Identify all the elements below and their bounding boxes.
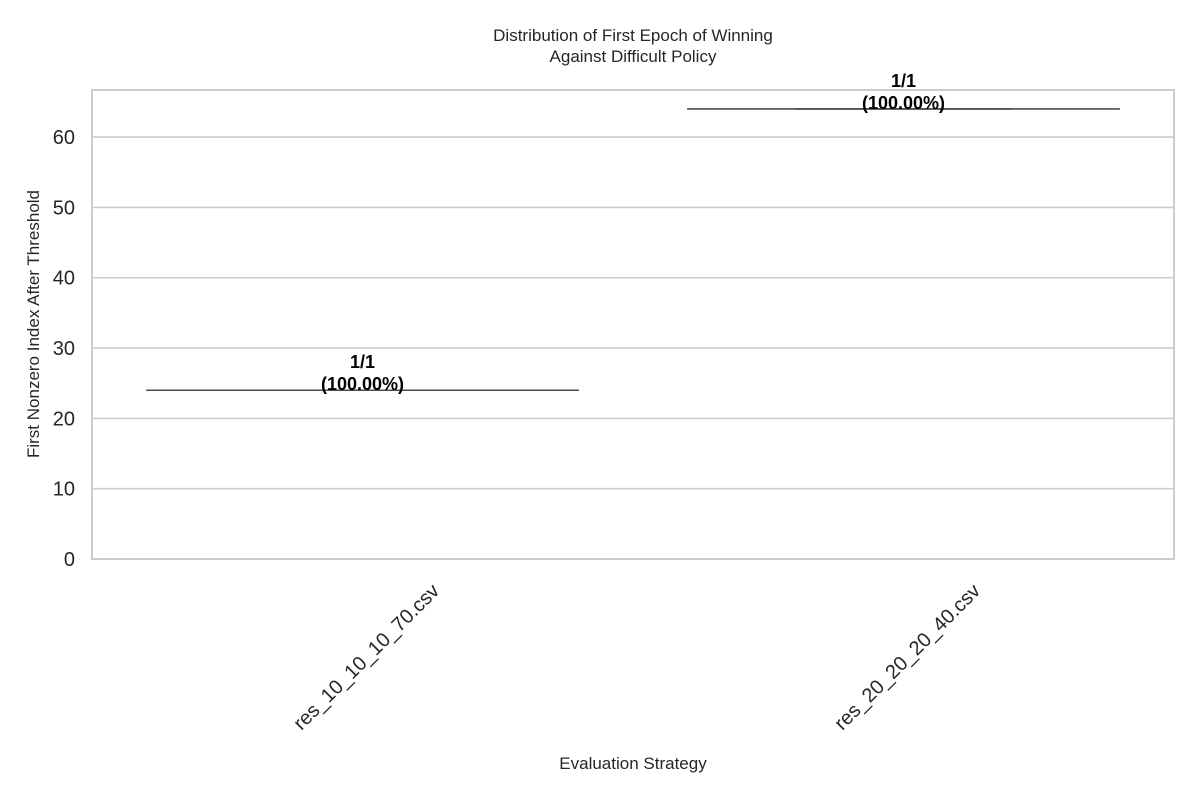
chart-title-line-2: Against Difficult Policy (550, 47, 717, 66)
y-tick-labels: 0 10 20 30 40 50 60 (53, 127, 75, 571)
box-annotation-1-line-0: 1/1 (891, 71, 916, 91)
y-tick-label: 20 (53, 408, 75, 430)
chart-title-line-1: Distribution of First Epoch of Winning (493, 26, 773, 45)
x-axis-label: Evaluation Strategy (559, 754, 707, 773)
annotations: 1/1(100.00%)1/1(100.00%) (321, 71, 945, 394)
x-tick-labels: res_10_10_10_70.csv res_20_20_20_40.csv (289, 580, 985, 735)
y-tick-label: 10 (53, 479, 75, 501)
box-annotation-0-line-1: (100.00%) (321, 374, 404, 394)
y-tick-label: 40 (53, 268, 75, 290)
box-layer (146, 108, 1120, 392)
box-annotation-0-line-0: 1/1 (350, 352, 375, 372)
y-tick-label: 60 (53, 127, 75, 149)
box-annotation-1-line-1: (100.00%) (862, 93, 945, 113)
y-tick-label: 0 (64, 549, 75, 571)
x-tick-label: res_10_10_10_70.csv (289, 580, 444, 735)
grid-layer (92, 136, 1174, 560)
x-tick-label: res_20_20_20_40.csv (830, 580, 985, 735)
y-axis-label: First Nonzero Index After Threshold (24, 190, 43, 458)
plot-frame (91, 89, 1175, 560)
y-tick-label: 30 (53, 338, 75, 360)
y-tick-label: 50 (53, 197, 75, 219)
